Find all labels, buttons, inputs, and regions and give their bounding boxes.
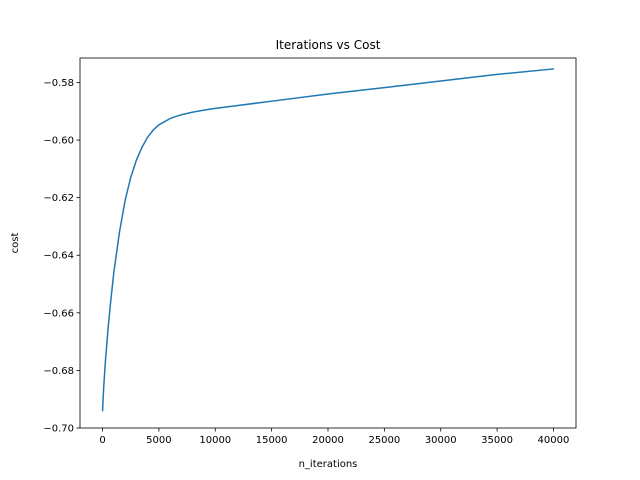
x-tick-label: 25000: [368, 435, 400, 446]
y-tick-label: −0.60: [43, 136, 74, 147]
series-line: [101, 68, 555, 412]
x-tick-label: 0: [99, 435, 105, 446]
x-tick-label: 15000: [256, 435, 288, 446]
y-axis-label: cost: [10, 233, 21, 254]
x-tick-label: 30000: [425, 435, 457, 446]
y-tick-label: −0.64: [43, 251, 74, 262]
y-tick-label: −0.68: [43, 366, 74, 377]
x-tick-label: 20000: [312, 435, 344, 446]
series-layer: [101, 68, 555, 412]
chart-title: Iterations vs Cost: [276, 38, 381, 52]
y-tick-label: −0.58: [43, 78, 74, 89]
y-tick-label: −0.62: [43, 193, 74, 204]
y-tick-label: −0.66: [43, 308, 74, 319]
x-axis-ticks: 0 5000 10000 15000 20000 25000 30000 35000 40000: [99, 428, 569, 446]
plot-frame: [79, 57, 577, 429]
x-tick-label: 40000: [538, 435, 570, 446]
plot-area: [80, 58, 576, 428]
x-tick-label: 10000: [199, 435, 231, 446]
y-tick-label: −0.70: [43, 424, 74, 435]
x-axis-label: n_iterations: [299, 459, 358, 470]
x-tick-label: 5000: [146, 435, 171, 446]
x-tick-label: 35000: [481, 435, 513, 446]
y-axis-ticks: −0.70 −0.68 −0.66 −0.64 −0.62 −0.60 −0.58: [43, 78, 80, 435]
